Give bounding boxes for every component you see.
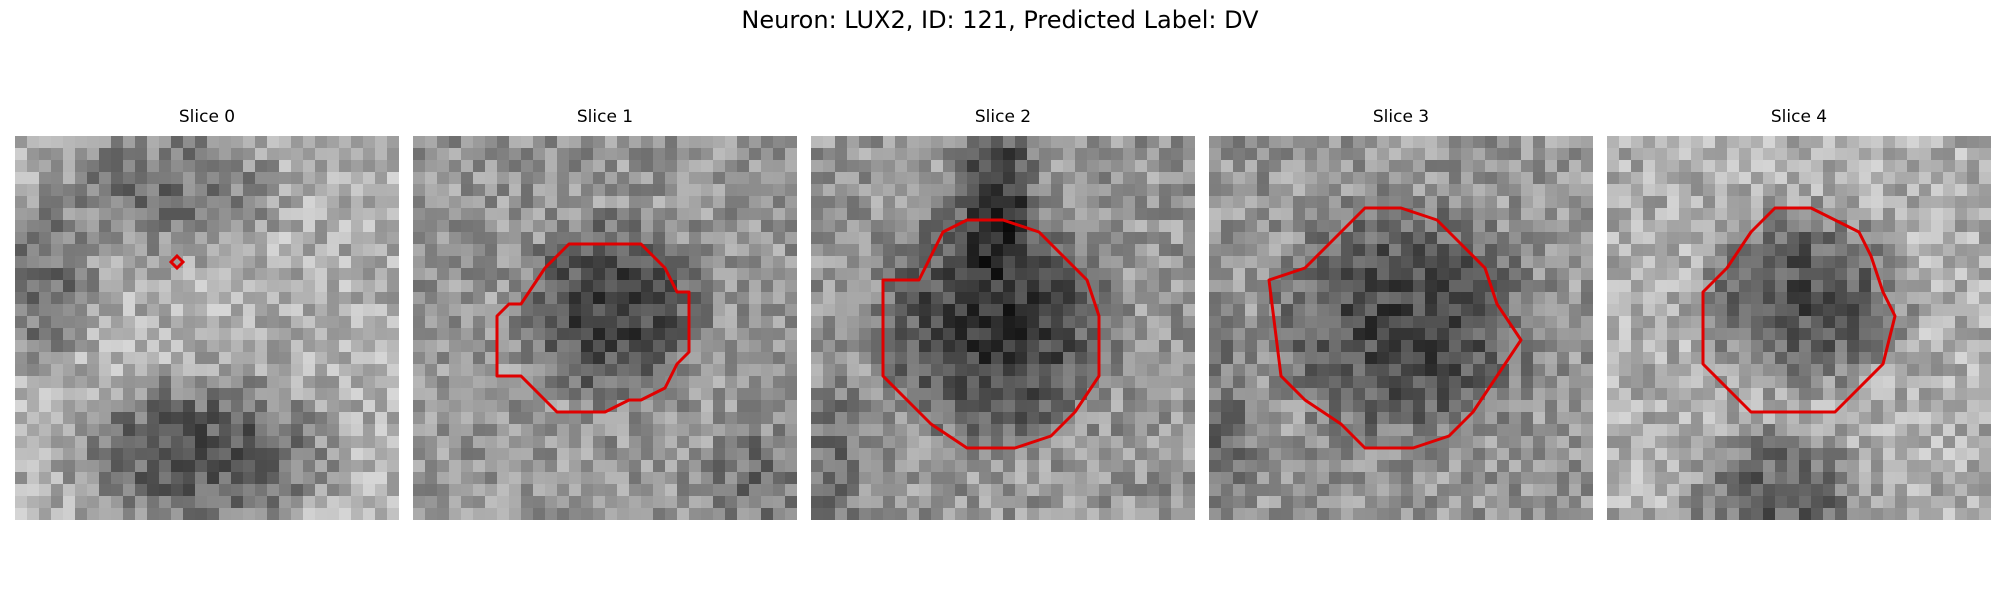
figure-title: Neuron: LUX2, ID: 121, Predicted Label: …: [741, 6, 1259, 34]
roi-marker: [168, 253, 186, 271]
slice-title: Slice 2: [974, 107, 1032, 127]
slice-image: [811, 136, 1195, 520]
roi-contour: [1701, 206, 1897, 414]
roi-contour: [495, 242, 691, 414]
slice-title: Slice 4: [1770, 107, 1828, 127]
slice-title: Slice 1: [576, 107, 634, 127]
slice-panel-2: Slice 2: [811, 106, 1195, 532]
slice-panel-1: Slice 1: [413, 106, 797, 532]
slice-panel-0: Slice 0: [15, 106, 399, 532]
slice-image: [1607, 136, 1991, 520]
roi-contour: [881, 218, 1101, 450]
roi-contour: [1267, 206, 1523, 450]
slice-title: Slice 0: [178, 107, 236, 127]
slice-panel-4: Slice 4: [1607, 106, 1991, 532]
slice-image: [15, 136, 399, 520]
slice-image: [1209, 136, 1593, 520]
slice-title: Slice 3: [1372, 107, 1430, 127]
slice-panel-3: Slice 3: [1209, 106, 1593, 532]
slice-image: [413, 136, 797, 520]
